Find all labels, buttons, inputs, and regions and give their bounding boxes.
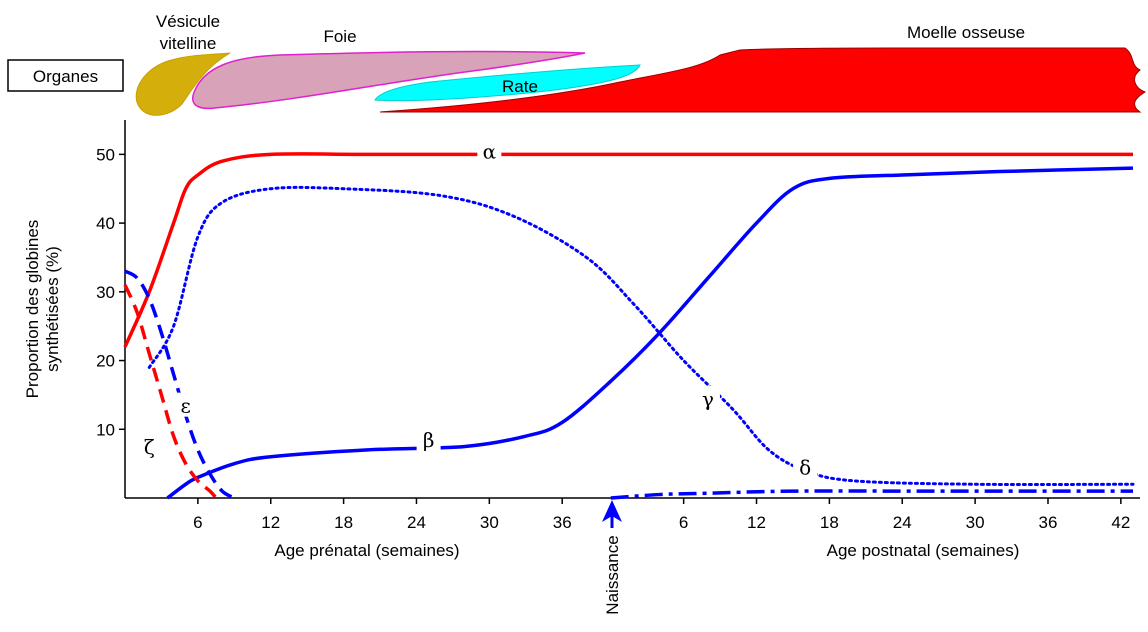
- organs-box-label: Organes: [33, 67, 98, 86]
- series-label-δ: δ: [799, 456, 811, 480]
- series-label-bg: [173, 392, 198, 417]
- series-δ-line: [610, 489, 1133, 500]
- prenatal-tick-label: 24: [407, 513, 426, 532]
- series-ζ-line: [123, 284, 218, 500]
- liver-label: Foie: [323, 27, 356, 46]
- series-label-bg: [695, 385, 720, 410]
- postnatal-tick-label: 36: [1039, 513, 1058, 532]
- y-axis-label-line2: synthétisées (%): [43, 246, 62, 372]
- yolk-sac-shape: [135, 52, 231, 116]
- postnatal-tick-label: 30: [966, 513, 985, 532]
- y-tick-label: 10: [96, 420, 115, 439]
- organs-box: [7, 59, 124, 92]
- prenatal-tick-label: 36: [553, 513, 572, 532]
- y-tick-label: 50: [96, 145, 115, 164]
- y-ticks: 10 20 30 40 50: [96, 145, 125, 439]
- liver-shape: [192, 50, 586, 110]
- series-label-bg: [477, 138, 502, 163]
- series-label-γ: γ: [702, 387, 714, 411]
- bone-marrow-label: Moelle osseuse: [907, 23, 1025, 42]
- series-label-ε: ε: [181, 394, 191, 418]
- y-tick-label: 40: [96, 214, 115, 233]
- prenatal-tick-label: 6: [193, 513, 202, 532]
- series-labels: α β γ δ ε ζ: [137, 138, 818, 480]
- prenatal-tick-label: 18: [334, 513, 353, 532]
- yolk-sac-label-line1: Vésicule: [156, 12, 220, 31]
- postnatal-tick-label: 24: [893, 513, 912, 532]
- spleen-shape: [374, 64, 641, 102]
- y-tick-label: 30: [96, 283, 115, 302]
- yolk-sac-label-line2: vitelline: [160, 34, 217, 53]
- series-label-β: β: [423, 428, 435, 452]
- spleen-label: Rate: [502, 77, 538, 96]
- series-label-bg: [137, 433, 162, 458]
- y-axis-label-line1: Proportion des globines: [23, 220, 42, 399]
- x-ticks: 6 12 18 24 30 36 6 12 18 24 30 36 42: [193, 498, 1130, 532]
- organs-illustration: Organes Vésicule vitelline Foie Rate Moe…: [7, 12, 1147, 116]
- postnatal-tick-label: 6: [679, 513, 688, 532]
- postnatal-tick-label: 12: [747, 513, 766, 532]
- series-label-bg: [416, 427, 441, 452]
- postnatal-tick-label: 18: [820, 513, 839, 532]
- series-label-ζ: ζ: [144, 435, 155, 459]
- series-ε-line: [124, 269, 236, 500]
- series-γ-line: [147, 185, 1135, 487]
- birth-marker: Naissance: [602, 500, 622, 615]
- series-label-α: α: [483, 139, 497, 163]
- series-α-line: [123, 152, 1133, 348]
- series-lines: [123, 152, 1135, 500]
- y-tick-label: 20: [96, 352, 115, 371]
- postnatal-tick-label: 42: [1111, 513, 1130, 532]
- bone-marrow-shape: [379, 47, 1147, 113]
- postnatal-x-label: Age postnatal (semaines): [827, 541, 1020, 560]
- prenatal-tick-label: 12: [261, 513, 280, 532]
- birth-label: Naissance: [603, 535, 622, 614]
- birth-arrow: [602, 500, 622, 522]
- series-β-line: [166, 166, 1134, 500]
- prenatal-x-label: Age prénatal (semaines): [274, 541, 459, 560]
- series-label-bg: [793, 454, 818, 479]
- prenatal-tick-label: 30: [480, 513, 499, 532]
